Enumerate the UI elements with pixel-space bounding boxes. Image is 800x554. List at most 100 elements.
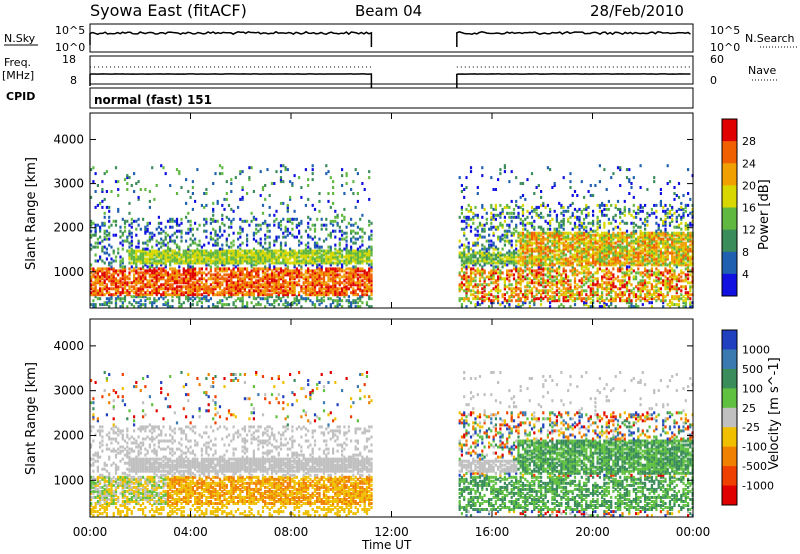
heatmap-cell — [517, 295, 520, 299]
heatmap-cell — [469, 205, 473, 209]
heatmap-cell — [510, 253, 513, 257]
heatmap-cell — [526, 239, 529, 243]
heatmap-cell — [142, 281, 145, 285]
heatmap-cell — [483, 223, 486, 227]
heatmap-cell — [573, 293, 577, 297]
heatmap-cell — [327, 289, 330, 293]
heatmap-cell — [587, 251, 590, 255]
heatmap-cell — [133, 285, 136, 289]
heatmap-cell — [266, 297, 269, 301]
heatmap-cell — [316, 283, 319, 287]
heatmap-cell — [304, 259, 307, 263]
heatmap-cell — [521, 203, 525, 207]
heatmap-cell — [237, 205, 240, 209]
heatmap-cell — [318, 291, 321, 295]
heatmap-cell — [232, 283, 235, 287]
heatmap-cell — [198, 277, 201, 281]
heatmap-cell — [214, 249, 217, 253]
heatmap-cell — [257, 257, 260, 261]
heatmap-cell — [562, 297, 565, 301]
heatmap-cell — [533, 237, 536, 241]
heatmap-cell — [544, 247, 547, 251]
heatmap-cell — [519, 245, 522, 249]
heatmap-cell — [185, 269, 188, 273]
heatmap-cell — [542, 231, 545, 235]
heatmap-cell — [343, 275, 346, 279]
heatmap-cell — [160, 271, 163, 275]
heatmap-cell — [250, 219, 253, 223]
heatmap-cell — [119, 263, 122, 267]
heatmap-cell — [123, 281, 127, 285]
heatmap-cell — [460, 211, 463, 215]
heatmap-cell — [209, 231, 212, 235]
heatmap-cell — [483, 263, 486, 267]
heatmap-cell — [185, 271, 188, 275]
heatmap-cell — [173, 269, 176, 273]
heatmap-cell — [117, 281, 120, 285]
heatmap-cell — [469, 271, 473, 275]
heatmap-cell — [246, 243, 249, 247]
heatmap-cell — [151, 261, 154, 265]
heatmap-cell — [555, 267, 558, 271]
heatmap-cell — [553, 283, 556, 287]
heatmap-cell — [173, 293, 176, 297]
heatmap-cell — [578, 229, 581, 233]
heatmap-cell — [610, 203, 613, 207]
heatmap-cell — [232, 293, 235, 297]
heatmap-cell — [352, 192, 355, 195]
heatmap-cell — [607, 283, 610, 287]
heatmap-cell — [540, 203, 543, 207]
heatmap-cell — [483, 281, 486, 285]
heatmap-cell — [255, 249, 258, 253]
heatmap-cell — [517, 275, 520, 279]
heatmap-cell — [481, 259, 484, 263]
heatmap-cell — [524, 269, 527, 273]
heatmap-cell — [546, 233, 549, 237]
nsky-label: N.Sky — [4, 32, 36, 45]
heatmap-cell — [343, 255, 346, 259]
heatmap-cell — [510, 199, 513, 203]
heatmap-cell — [237, 273, 240, 277]
heatmap-cell — [490, 215, 493, 219]
heatmap-cell — [352, 259, 355, 263]
heatmap-cell — [530, 235, 534, 239]
heatmap-cell — [494, 287, 497, 291]
heatmap-cell — [540, 289, 543, 293]
heatmap-cell — [540, 255, 543, 259]
heatmap-cell — [325, 273, 328, 277]
heatmap-cell — [126, 289, 129, 293]
heatmap-cell — [275, 251, 278, 255]
heatmap-cell — [555, 215, 558, 219]
heatmap-cell — [309, 273, 312, 277]
heatmap-cell — [155, 255, 158, 259]
heatmap-cell — [334, 251, 337, 255]
heatmap-cell — [311, 269, 314, 273]
heatmap-cell — [537, 289, 540, 293]
heatmap-cell — [99, 267, 102, 271]
heatmap-cell — [307, 271, 310, 275]
heatmap-cell — [250, 166, 253, 170]
heatmap-cell — [119, 261, 122, 265]
heatmap-cell — [540, 295, 543, 299]
heatmap-cell — [114, 297, 118, 301]
heatmap-cell — [585, 281, 588, 285]
heatmap-cell — [576, 291, 579, 295]
heatmap-cell — [266, 277, 269, 281]
heatmap-cell — [225, 249, 228, 253]
heatmap-cell — [218, 251, 222, 255]
heatmap-cell — [175, 277, 179, 281]
heatmap-cell — [123, 295, 127, 299]
heatmap-cell — [311, 303, 314, 307]
heatmap-cell — [562, 269, 565, 273]
heatmap-cell — [512, 253, 516, 257]
heatmap-cell — [212, 293, 215, 297]
heatmap-cell — [133, 281, 136, 285]
heatmap-cell — [239, 283, 242, 287]
heatmap-cell — [218, 261, 222, 265]
heatmap-cell — [343, 261, 346, 265]
heatmap-cell — [492, 213, 495, 217]
heatmap-cell — [90, 277, 93, 281]
heatmap-cell — [164, 293, 167, 297]
heatmap-cell — [605, 235, 608, 239]
heatmap-cell — [583, 303, 586, 307]
